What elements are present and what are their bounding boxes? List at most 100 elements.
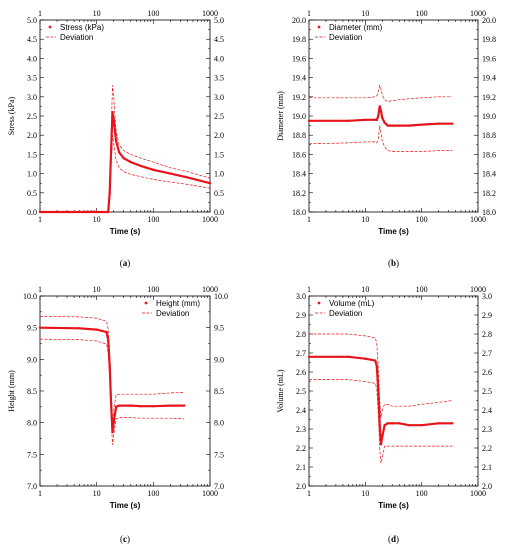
- y-tick-label: 2.6: [296, 368, 306, 377]
- series-line-1: [309, 355, 453, 446]
- data-point: [381, 435, 384, 438]
- data-point: [374, 359, 377, 362]
- y-tick-label: 2.9: [296, 311, 306, 320]
- x-tick-label: 100: [147, 215, 159, 224]
- y-tick-label-right: 1.5: [214, 150, 224, 159]
- data-point: [122, 157, 125, 160]
- y-tick-label-right: 2.4: [482, 406, 492, 415]
- y-tick-label: 4.0: [27, 54, 37, 63]
- x-tick-label: 10: [93, 215, 101, 224]
- y-tick-label-right: 18.0: [482, 208, 496, 217]
- y-tick-label: 8.0: [27, 419, 37, 428]
- y-tick-label: 3.0: [27, 93, 37, 102]
- y-axis-label: Volume (mL): [276, 369, 285, 413]
- y-tick-label-right: 2.3: [482, 425, 492, 434]
- data-point: [114, 405, 118, 409]
- y-tick-label-right: 18.2: [482, 189, 496, 198]
- y-tick-label: 18.4: [292, 170, 306, 179]
- y-tick-label-right: 2.5: [214, 112, 224, 121]
- x-tick-label: 10: [361, 489, 369, 498]
- plot-frame: [308, 295, 479, 487]
- legend-marker-dot: [144, 301, 148, 305]
- y-tick-label: 0.5: [27, 189, 37, 198]
- data-point: [347, 119, 350, 123]
- data-point: [379, 443, 383, 446]
- x-tick-label: 1000: [470, 215, 486, 224]
- data-point: [169, 172, 172, 175]
- panel-caption: (d): [388, 534, 399, 544]
- y-axis-label: Stress (kPa): [7, 96, 16, 135]
- y-tick-label-right: 19.4: [482, 74, 496, 83]
- data-point: [208, 182, 212, 185]
- legend: Diameter (mm)Deviation: [315, 23, 383, 42]
- data-point: [118, 404, 121, 407]
- y-tick-label: 8.5: [27, 387, 37, 396]
- y-tick-label: 18.0: [292, 208, 306, 217]
- data-point: [307, 119, 311, 123]
- data-point: [437, 422, 440, 425]
- data-point: [391, 422, 394, 425]
- data-point: [112, 421, 115, 424]
- x-tick-label-top: 1: [38, 9, 42, 18]
- y-tick-label: 1.0: [27, 170, 37, 179]
- x-tick-label-top: 10: [93, 285, 101, 294]
- x-axis-label: Time (s): [110, 501, 141, 510]
- y-tick-label-right: 3.5: [214, 74, 224, 83]
- y-tick-label-right: 0.5: [214, 189, 224, 198]
- y-tick-label: 2.5: [296, 387, 306, 396]
- deviation-line-2: [40, 135, 211, 213]
- y-tick-label: 7.5: [27, 450, 37, 459]
- y-tick-label-right: 2.2: [482, 444, 492, 453]
- panel-caption: (c): [120, 534, 130, 544]
- y-tick-label: 2.0: [296, 482, 306, 491]
- data-point: [38, 326, 42, 329]
- x-tick-label-top: 1: [307, 9, 311, 18]
- x-tick-label-top: 1000: [202, 285, 218, 294]
- data-point: [118, 151, 121, 154]
- data-point: [398, 422, 401, 425]
- legend-label: Diameter (mm): [329, 23, 383, 32]
- x-tick-label: 10: [361, 215, 369, 224]
- y-tick-label-right: 19.2: [482, 93, 496, 102]
- y-tick-label-right: 5.0: [214, 16, 224, 25]
- y-tick-label: 18.8: [292, 131, 306, 140]
- x-tick-label-top: 1: [38, 285, 42, 294]
- y-tick-label-right: 9.0: [214, 355, 224, 364]
- data-point: [122, 404, 125, 407]
- legend-marker-dot: [48, 25, 52, 29]
- data-point: [182, 404, 186, 407]
- data-point: [383, 121, 386, 124]
- y-tick-label: 2.8: [296, 330, 306, 339]
- deviation-line-2: [39, 338, 185, 445]
- y-tick-label: 1.5: [27, 150, 37, 159]
- data-point: [364, 118, 367, 122]
- y-tick-label: 2.3: [296, 425, 306, 434]
- x-tick-label-top: 100: [416, 9, 428, 18]
- x-tick-label-top: 100: [416, 285, 428, 294]
- x-tick-label-top: 100: [147, 9, 159, 18]
- x-tick-label-top: 10: [93, 9, 101, 18]
- deviation-line-1: [40, 85, 211, 213]
- y-axis-label: Diameter (mm): [276, 91, 285, 141]
- deviation-line-1: [309, 333, 453, 418]
- data-point: [420, 424, 423, 427]
- y-tick-label-right: 2.7: [482, 349, 492, 358]
- y-tick-label-right: 19.0: [482, 112, 496, 121]
- x-tick-label-top: 10: [361, 285, 369, 294]
- data-point: [398, 124, 401, 127]
- data-point: [407, 124, 411, 127]
- data-point: [347, 355, 350, 358]
- legend-label: Height (mm): [156, 299, 200, 308]
- x-tick-label-top: 1: [307, 285, 311, 294]
- y-tick-label-right: 2.9: [482, 311, 492, 320]
- y-tick-label: 2.2: [296, 444, 306, 453]
- data-point: [112, 118, 115, 122]
- data-point: [383, 424, 386, 427]
- x-tick-label-top: 100: [147, 285, 159, 294]
- panel-caption: (a): [120, 258, 131, 268]
- y-tick-label-right: 7.0: [214, 482, 224, 491]
- y-tick-label-right: 8.0: [214, 419, 224, 428]
